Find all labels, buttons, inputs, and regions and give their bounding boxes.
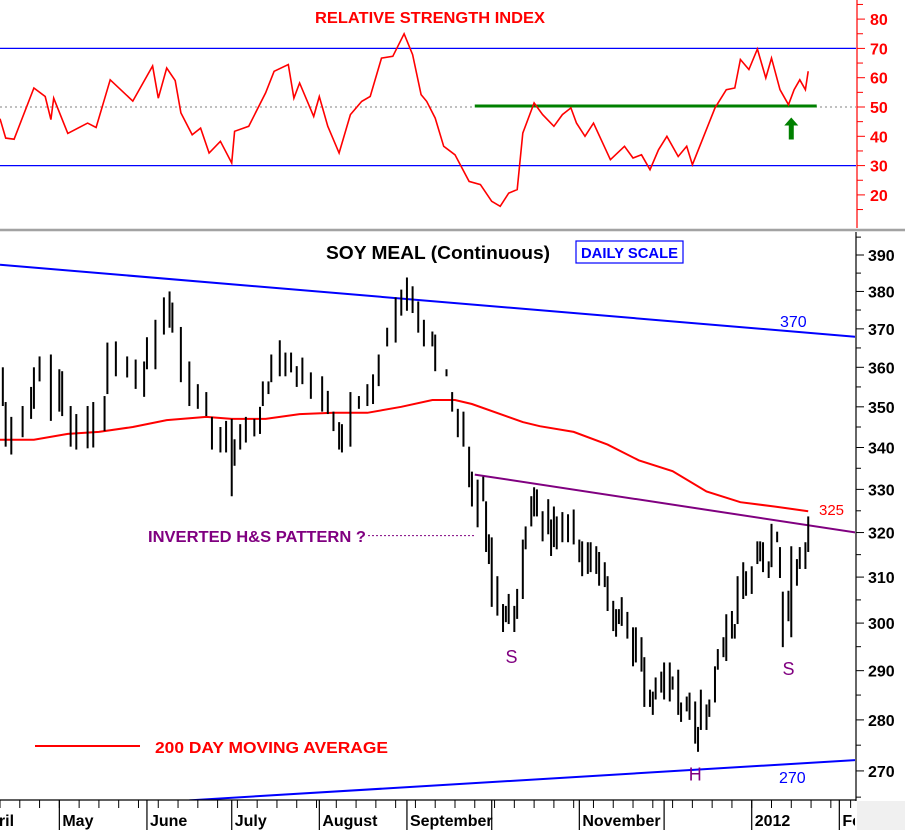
price-y-tick-label: 390 — [868, 248, 895, 265]
x-tick-label: July — [235, 813, 267, 830]
daily-scale-label: DAILY SCALE — [581, 245, 678, 262]
price-y-tick-label: 300 — [868, 616, 895, 633]
rsi-title: RELATIVE STRENGTH INDEX — [315, 10, 545, 27]
moving-average-end-label: 325 — [819, 502, 844, 519]
daily-scale-box — [575, 240, 684, 264]
price-y-tick-label: 360 — [868, 360, 895, 377]
rsi-y-tick-label: 80 — [870, 12, 888, 29]
price-y-tick-label: 270 — [868, 764, 895, 781]
rsi-y-tick-label: 60 — [870, 71, 888, 88]
x-tick-label: April — [0, 813, 14, 830]
x-axis-ticks: April May June July August September November 2… — [0, 800, 905, 830]
x-tick-label: June — [150, 813, 187, 830]
upper-trendline-label: 370 — [780, 314, 807, 331]
price-y-tick-label: 350 — [868, 400, 895, 417]
legend-ma-label: 200 DAY MOVING AVERAGE — [155, 740, 388, 757]
x-tick-label: November — [582, 813, 660, 830]
x-tick-label: August — [322, 813, 378, 830]
rsi-y-tick-label: 50 — [870, 100, 888, 117]
rsi-y-tick-label: 20 — [870, 188, 888, 205]
corner-filler — [857, 801, 905, 830]
trendline-upper — [0, 263, 855, 338]
x-tick-label: September — [410, 813, 493, 830]
price-y-tick-label: 330 — [868, 482, 895, 499]
x-tick-label: May — [62, 813, 93, 830]
left-shoulder-label: S — [505, 647, 517, 667]
rsi-y-tick-label: 70 — [870, 41, 888, 58]
head-label: H — [689, 765, 702, 785]
lower-trendline-label: 270 — [779, 770, 806, 787]
price-y-tick-label: 370 — [868, 322, 895, 339]
trendline-neckline — [474, 473, 855, 534]
x-axis: April May June July August September November 2… — [0, 799, 905, 830]
moving-average-line — [0, 399, 809, 513]
green-up-arrow-icon — [784, 117, 799, 140]
price-title: SOY MEAL (Continuous) — [326, 243, 550, 263]
price-y-tick-label: 340 — [868, 440, 895, 457]
price-y-tick-label: 280 — [868, 713, 895, 730]
price-y-tick-label: 380 — [868, 284, 895, 301]
trendline-lower — [189, 759, 855, 800]
price-panel: 270280290300310320330340350360370380390 … — [0, 232, 895, 801]
right-shoulder-label: S — [782, 659, 794, 679]
price-y-tick-label: 310 — [868, 570, 895, 587]
rsi-y-tick-label: 40 — [870, 129, 888, 146]
x-tick-label: February — [842, 813, 905, 830]
price-y-tick-label: 320 — [868, 526, 895, 543]
rsi-panel: 20 30 40 50 60 70 80 RELATIVE STRENGTH INDEX — [0, 0, 888, 228]
price-y-tick-label: 290 — [868, 664, 895, 681]
rsi-series-line — [0, 31, 809, 208]
rsi-y-tick-label: 30 — [870, 159, 888, 176]
x-tick-label: 2012 — [755, 813, 791, 830]
pattern-label: INVERTED H&S PATTERN ? — [148, 529, 366, 546]
